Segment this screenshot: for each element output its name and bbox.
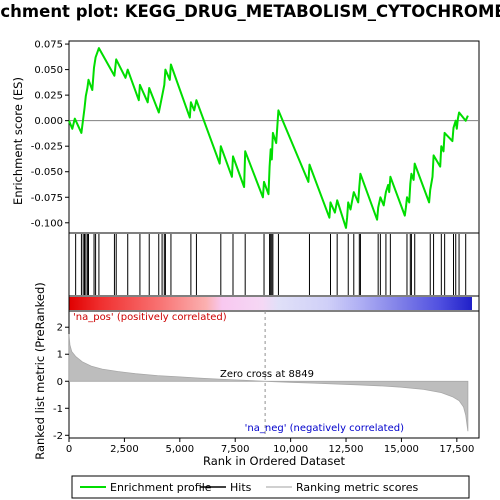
rank-color-bar xyxy=(69,297,472,310)
enrichment-panel: 0.075 0.050 0.025 0.000 -0.025 -0.050 -0.075 -0… xyxy=(11,40,480,234)
legend-label-3: Ranking metric scores xyxy=(296,481,418,494)
chart-title: Enrichment plot: KEGG_DRUG_METABOLISM_CY… xyxy=(0,2,500,21)
metric-y-tick-label: 0 xyxy=(57,377,63,388)
metric-x-axis-label: Rank in Ordered Dataset xyxy=(203,454,346,468)
x-tick-label: 15,000 xyxy=(384,444,419,455)
hits-plot-frame xyxy=(68,232,480,297)
metric-y-tick-label: 1 xyxy=(57,350,63,361)
metric-y-tick-label: -2 xyxy=(53,431,63,442)
es-y-tick-label: 0.025 xyxy=(34,91,63,102)
neg-correlation-label: 'na_neg' (negatively correlated) xyxy=(245,423,404,434)
es-y-tick-label: 0.075 xyxy=(34,40,63,51)
es-y-tick-label: -0.025 xyxy=(31,142,63,153)
legend-label-2: Hits xyxy=(230,481,252,494)
zero-cross-label: Zero cross at 8849 xyxy=(220,369,314,380)
x-tick-label: 17,500 xyxy=(439,444,474,455)
hits-series xyxy=(75,234,467,295)
metric-x-axis: 0 2,500 5,000 7,500 10,000 12,500 15,000 17,500 xyxy=(66,438,474,455)
x-tick-label: 2,500 xyxy=(110,444,139,455)
metric-y-tick-label: 2 xyxy=(57,323,63,334)
es-y-tick-label: 0.050 xyxy=(34,65,63,76)
metric-y-tick-label: -1 xyxy=(53,404,63,415)
es-y-axis: 0.075 0.050 0.025 0.000 -0.025 -0.050 -0.075 -0… xyxy=(31,40,69,229)
x-tick-label: 10,000 xyxy=(273,444,308,455)
ranking-metric-area xyxy=(68,333,469,432)
x-tick-label: 7,500 xyxy=(221,444,250,455)
enrichment-profile-series xyxy=(68,47,469,229)
legend: Enrichment profile Hits Ranking metric sco… xyxy=(71,475,470,499)
x-tick-label: 12,500 xyxy=(329,444,364,455)
es-y-tick-label: -0.050 xyxy=(31,167,63,178)
metric-y-axis-label: Ranked list metric (PreRanked) xyxy=(33,282,47,460)
hits-panel xyxy=(68,232,480,297)
es-y-tick-label: -0.075 xyxy=(31,193,63,204)
es-y-tick-label: -0.100 xyxy=(31,218,63,229)
es-y-tick-label: 0.000 xyxy=(34,116,63,127)
enrichment-profile-line xyxy=(68,47,469,229)
pos-correlation-label: 'na_pos' (positively correlated) xyxy=(73,312,227,323)
x-tick-label: 0 xyxy=(66,444,72,455)
es-y-axis-label: Enrichment score (ES) xyxy=(11,77,25,205)
rank-color-bar-panel xyxy=(68,295,480,312)
x-tick-label: 5,000 xyxy=(165,444,194,455)
ranking-metric-series xyxy=(68,333,469,432)
ranked-metric-panel: 2 1 0 -1 -2 0 2,500 5,000 7,500 10,000 12,500 15,0… xyxy=(33,282,480,468)
legend-label-1: Enrichment profile xyxy=(110,481,212,494)
metric-y-axis: 2 1 0 -1 -2 xyxy=(53,323,69,442)
